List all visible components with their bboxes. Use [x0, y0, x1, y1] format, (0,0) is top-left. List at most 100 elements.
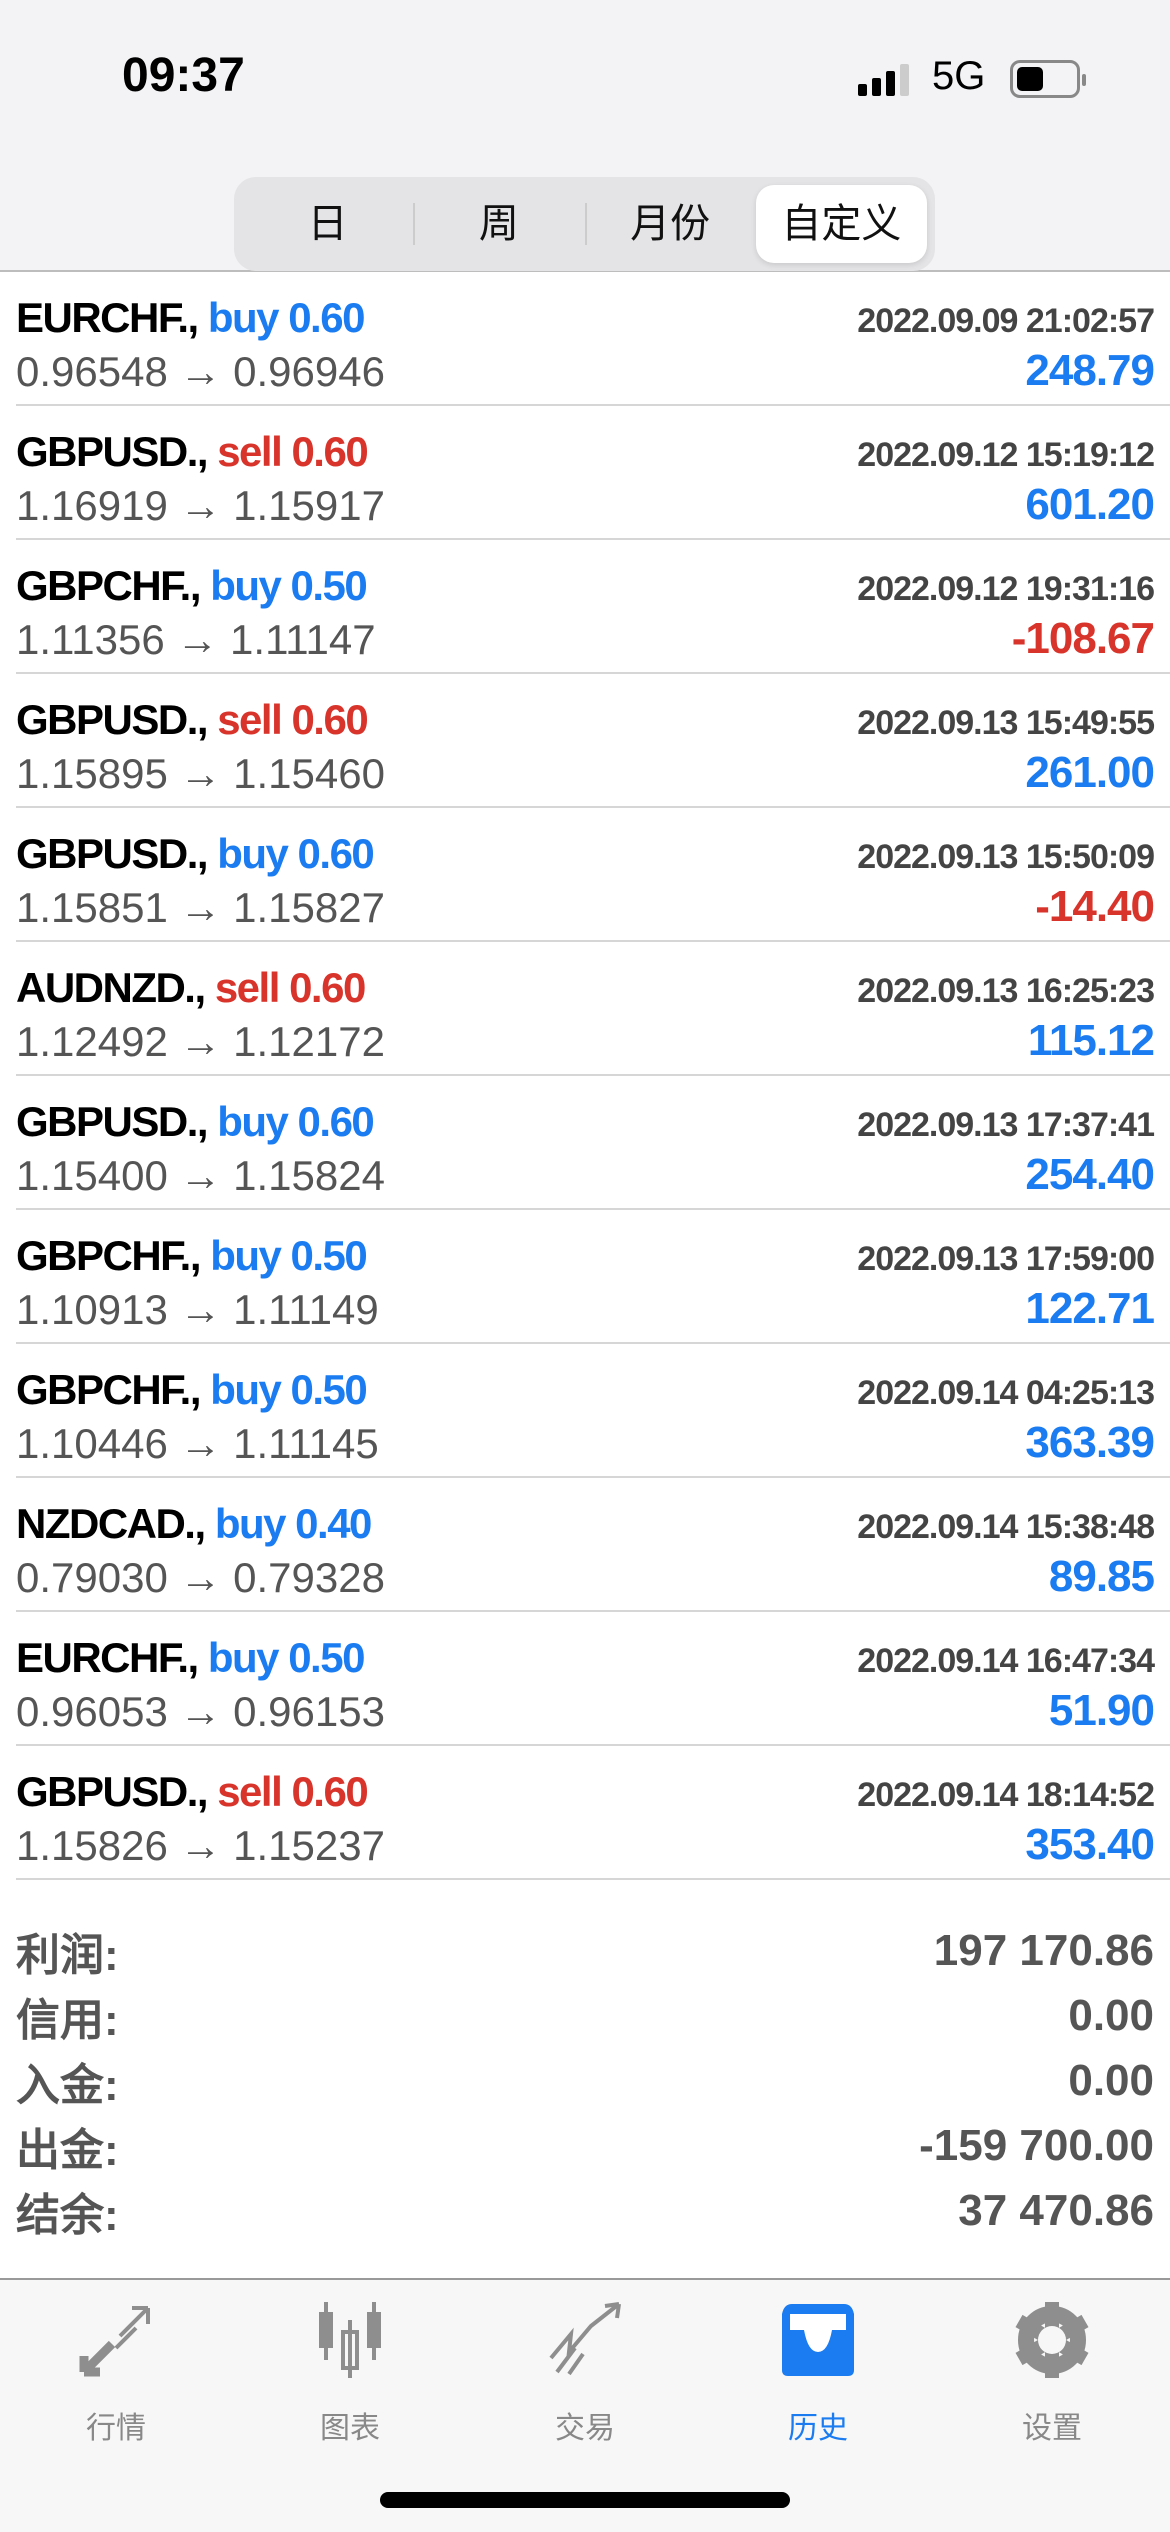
- deal-prices: 1.12492 → 1.12172: [16, 1018, 385, 1065]
- home-indicator[interactable]: [380, 2492, 790, 2508]
- deal-symbol: AUDNZD.,: [16, 964, 206, 1011]
- deal-type: sell: [214, 964, 281, 1011]
- deal-title: EURCHF., buy 0.60: [16, 294, 365, 342]
- deal-row[interactable]: GBPUSD., sell 0.60 2022.09.12 15:19:12 1…: [16, 406, 1170, 540]
- deal-title: NZDCAD., buy 0.40: [16, 1500, 372, 1548]
- deal-datetime: 2022.09.13 15:50:09: [857, 838, 1155, 876]
- deal-type: buy: [217, 830, 289, 877]
- deal-datetime: 2022.09.13 15:49:55: [857, 704, 1155, 742]
- tab-label: 历史: [788, 2412, 848, 2445]
- summary-value: 0.00: [1068, 2055, 1154, 2105]
- deal-type: sell: [217, 428, 283, 475]
- deal-row[interactable]: EURCHF., buy 0.50 2022.09.14 16:47:34 0.…: [16, 1612, 1170, 1746]
- tab-settings[interactable]: 设置: [972, 2300, 1132, 2447]
- tab-month[interactable]: 月份: [584, 185, 756, 263]
- deal-symbol: GBPCHF.,: [16, 1366, 202, 1413]
- deal-volume: 0.60: [297, 830, 375, 877]
- deal-symbol: EURCHF.,: [16, 1634, 199, 1681]
- header: 09:37 5G 日 周 月份 自定义: [0, 0, 1170, 272]
- deal-prices: 1.15851 → 1.15827: [16, 884, 385, 931]
- candlestick-chart-icon: [319, 2302, 381, 2378]
- deal-profit: 89.85: [1048, 1552, 1155, 1601]
- deal-symbol: GBPCHF.,: [16, 1232, 202, 1279]
- summary-value: 197 170.86: [933, 1925, 1154, 1975]
- summary-label: 出金:: [16, 2125, 119, 2175]
- deal-title: EURCHF., buy 0.50: [16, 1634, 365, 1682]
- deal-profit: -14.40: [1035, 882, 1155, 931]
- deal-type: buy: [210, 1366, 282, 1413]
- deal-datetime: 2022.09.14 18:14:52: [857, 1776, 1155, 1814]
- deal-datetime: 2022.09.14 16:47:34: [857, 1642, 1155, 1680]
- deal-datetime: 2022.09.14 15:38:48: [857, 1508, 1155, 1546]
- summary-label: 结余:: [16, 2190, 119, 2240]
- deal-profit: 363.39: [1025, 1418, 1155, 1467]
- tab-week[interactable]: 周: [413, 185, 584, 263]
- deal-prices: 1.15895 → 1.15460: [16, 750, 385, 797]
- deal-symbol: GBPUSD.,: [16, 830, 209, 877]
- deal-profit: 601.20: [1025, 480, 1155, 529]
- tab-history[interactable]: 历史: [738, 2300, 898, 2447]
- deal-profit: 254.40: [1025, 1150, 1155, 1199]
- deal-volume: 0.60: [291, 428, 368, 475]
- tab-bar: 行情 图表 交易 历史 设置: [0, 2278, 1170, 2532]
- deal-prices: 0.79030 → 0.79328: [16, 1554, 385, 1601]
- deal-profit: 261.00: [1025, 748, 1155, 797]
- summary-row: 信用: 0.00: [16, 1983, 1154, 2048]
- deal-volume: 0.60: [289, 964, 366, 1011]
- summary-row: 入金: 0.00: [16, 2048, 1154, 2113]
- summary-row: 结余: 37 470.86: [16, 2178, 1154, 2243]
- deal-type: buy: [207, 1634, 280, 1681]
- deal-prices: 0.96548 → 0.96946: [16, 348, 385, 395]
- deal-row[interactable]: GBPCHF., buy 0.50 2022.09.14 04:25:13 1.…: [16, 1344, 1170, 1478]
- deal-volume: 0.60: [291, 696, 368, 743]
- battery-icon: [1010, 60, 1086, 98]
- deal-profit: 248.79: [1025, 346, 1155, 395]
- deal-profit: -108.67: [1011, 614, 1155, 663]
- deal-list: EURCHF., buy 0.60 2022.09.09 21:02:57 0.…: [0, 272, 1170, 1880]
- deal-volume: 0.40: [295, 1500, 372, 1547]
- trade-chart-icon: [549, 2302, 621, 2376]
- summary-value: 0.00: [1068, 1990, 1154, 2040]
- deal-type: buy: [214, 1500, 287, 1547]
- deal-volume: 0.50: [290, 1366, 368, 1413]
- deal-title: GBPUSD., sell 0.60: [16, 1768, 369, 1816]
- deal-datetime: 2022.09.13 17:59:00: [857, 1240, 1155, 1278]
- deal-row[interactable]: GBPUSD., buy 0.60 2022.09.13 15:50:09 1.…: [16, 808, 1170, 942]
- history-inbox-icon: [782, 2304, 854, 2376]
- deal-row[interactable]: GBPUSD., buy 0.60 2022.09.13 17:37:41 1.…: [16, 1076, 1170, 1210]
- deal-title: GBPCHF., buy 0.50: [16, 562, 368, 610]
- deal-title: GBPUSD., sell 0.60: [16, 696, 369, 744]
- deal-title: GBPCHF., buy 0.50: [16, 1232, 368, 1280]
- tab-label: 行情: [86, 2412, 146, 2445]
- deal-profit: 122.71: [1025, 1284, 1155, 1333]
- deal-row[interactable]: EURCHF., buy 0.60 2022.09.09 21:02:57 0.…: [16, 272, 1170, 406]
- deal-type: buy: [210, 562, 282, 609]
- deal-row[interactable]: NZDCAD., buy 0.40 2022.09.14 15:38:48 0.…: [16, 1478, 1170, 1612]
- deal-type: buy: [210, 1232, 282, 1279]
- deal-row[interactable]: GBPCHF., buy 0.50 2022.09.12 19:31:16 1.…: [16, 540, 1170, 674]
- tab-custom[interactable]: 自定义: [755, 185, 927, 263]
- deal-prices: 1.15826 → 1.15237: [16, 1822, 385, 1869]
- deal-row[interactable]: GBPUSD., sell 0.60 2022.09.13 15:49:55 1…: [16, 674, 1170, 808]
- tab-day[interactable]: 日: [307, 202, 348, 246]
- deal-datetime: 2022.09.13 16:25:23: [857, 972, 1155, 1010]
- deal-row[interactable]: GBPCHF., buy 0.50 2022.09.13 17:59:00 1.…: [16, 1210, 1170, 1344]
- deal-title: GBPUSD., buy 0.60: [16, 1098, 375, 1146]
- deal-row[interactable]: GBPUSD., sell 0.60 2022.09.14 18:14:52 1…: [16, 1746, 1170, 1880]
- tab-quotes[interactable]: 行情: [36, 2300, 196, 2447]
- deal-prices: 1.15400 → 1.15824: [16, 1152, 385, 1199]
- tab-trade[interactable]: 交易: [505, 2300, 665, 2447]
- summary: 利润: 197 170.86 信用: 0.00 入金: 0.00 出金: -159 700.0…: [16, 1918, 1154, 2243]
- deal-datetime: 2022.09.09 21:02:57: [857, 302, 1155, 340]
- deal-title: AUDNZD., sell 0.60: [16, 964, 366, 1012]
- deal-prices: 0.96053 → 0.96153: [16, 1688, 385, 1735]
- deal-prices: 1.16919 → 1.15917: [16, 482, 385, 529]
- deal-profit: 51.90: [1048, 1686, 1155, 1735]
- deal-symbol: GBPUSD.,: [16, 428, 209, 475]
- deal-row[interactable]: AUDNZD., sell 0.60 2022.09.13 16:25:23 1…: [16, 942, 1170, 1076]
- deal-datetime: 2022.09.12 19:31:16: [857, 570, 1155, 608]
- tab-charts[interactable]: 图表: [270, 2300, 430, 2447]
- network-type: 5G: [932, 54, 986, 98]
- deal-symbol: NZDCAD.,: [16, 1500, 206, 1547]
- deal-symbol: GBPUSD.,: [16, 696, 209, 743]
